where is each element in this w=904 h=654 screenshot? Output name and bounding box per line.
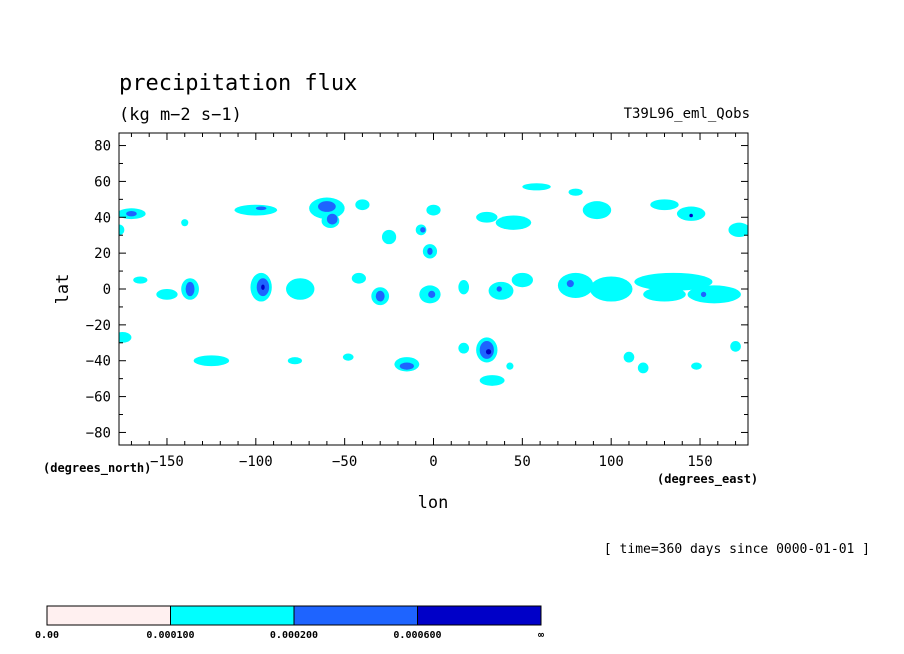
contour-region <box>589 276 633 302</box>
colorbar-segment <box>293 605 418 626</box>
contour-region <box>119 224 125 236</box>
contour-region <box>643 287 686 302</box>
x-tick-label: −100 <box>239 454 273 470</box>
contour-region <box>261 284 265 290</box>
contour-region <box>485 349 492 355</box>
colorbar-segment <box>417 605 542 626</box>
contour-region <box>691 362 702 370</box>
contour-region <box>426 204 441 216</box>
contour-region <box>687 285 741 304</box>
colorbar-label: ∞ <box>538 630 544 641</box>
x-tick-label: 50 <box>514 454 531 470</box>
contour-region <box>255 206 267 211</box>
contour-region <box>375 290 385 302</box>
x-axis-ticks: −150 −100 −50 0 50 100 150 <box>130 133 737 470</box>
contour-region <box>650 199 679 211</box>
colorbar-label: 0.000600 <box>393 630 441 641</box>
y-tick-label: 20 <box>94 246 111 262</box>
contour-region <box>355 199 370 211</box>
contour-region <box>351 272 366 284</box>
contour-region <box>181 219 189 227</box>
contour-region <box>458 280 470 295</box>
contour-region <box>522 183 551 191</box>
y-tick-label: 60 <box>94 174 111 190</box>
contour-region <box>286 278 315 300</box>
colorbar-label: 0.000200 <box>270 630 318 641</box>
contour-region <box>326 213 338 225</box>
contour-region <box>427 247 433 255</box>
contour-region <box>185 281 195 297</box>
contour-region <box>318 201 336 212</box>
y-tick-label: 40 <box>94 210 111 226</box>
contour-region <box>119 332 132 343</box>
x-axis-units: (degrees_east) <box>657 472 758 487</box>
contour-fills <box>119 183 748 386</box>
contour-region <box>381 229 397 245</box>
x-tick-label: −150 <box>150 454 184 470</box>
contour-region <box>476 211 498 223</box>
contour-region <box>156 289 178 300</box>
y-tick-label: 80 <box>94 139 111 155</box>
contour-region <box>133 276 148 284</box>
y-tick-label: −40 <box>86 354 111 370</box>
x-axis-label: lon <box>418 493 449 513</box>
y-axis-ticks: 80 60 40 20 0 −20 −40 −60 −80 <box>86 139 748 441</box>
y-tick-label: −20 <box>86 318 111 334</box>
y-axis-units: (degrees_north) <box>43 461 151 476</box>
x-tick-label: 0 <box>429 454 437 470</box>
contour-region <box>634 272 713 291</box>
run-label: T39L96_eml_Qobs <box>624 106 750 122</box>
contour-region <box>126 211 137 217</box>
contour-region <box>420 227 426 233</box>
contour-region <box>495 215 532 230</box>
contour-region <box>637 362 649 374</box>
time-label: [ time=360 days since 0000-01-01 ] <box>604 542 870 557</box>
y-tick-label: −60 <box>86 390 111 406</box>
y-tick-label: −80 <box>86 425 111 441</box>
x-tick-label: 150 <box>687 454 712 470</box>
colorbar-label: 0.00 <box>35 630 59 641</box>
contour-region <box>399 362 414 370</box>
contour-region <box>689 213 693 218</box>
contour-region <box>506 362 514 370</box>
contour-region <box>342 353 354 361</box>
contour-region <box>193 355 230 367</box>
chart-units: (kg m−2 s−1) <box>119 105 242 125</box>
contour-region <box>623 351 635 363</box>
colorbar: 0.00 0.000100 0.000200 0.000600 ∞ <box>35 605 544 641</box>
x-tick-label: −50 <box>332 454 357 470</box>
contour-region <box>428 290 436 298</box>
y-axis-label: lat <box>53 274 73 305</box>
contour-region <box>566 280 574 288</box>
contour-region <box>700 291 707 298</box>
colorbar-segment <box>46 605 171 626</box>
contour-region <box>728 222 748 237</box>
contour-region <box>458 342 470 354</box>
colorbar-segment <box>170 605 295 626</box>
y-tick-label: 0 <box>103 282 111 298</box>
contour-region <box>730 341 741 352</box>
x-tick-label: 100 <box>599 454 624 470</box>
colorbar-label: 0.000100 <box>146 630 194 641</box>
contour-region <box>234 204 278 216</box>
contour-region <box>582 201 612 220</box>
contour-region <box>479 375 505 386</box>
contour-region <box>557 272 594 298</box>
contour-region <box>496 286 502 292</box>
contour-region <box>511 272 534 288</box>
contour-region <box>287 357 303 365</box>
contour-region <box>568 188 583 196</box>
chart-title: precipitation flux <box>119 71 357 96</box>
plot-area: −150 −100 −50 0 50 100 150 80 60 40 20 0 −20 −40 −60 −… <box>86 132 749 470</box>
